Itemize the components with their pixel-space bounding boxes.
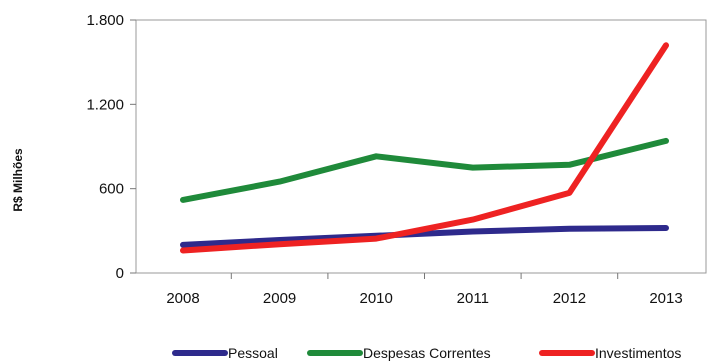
legend: Pessoal Despesas Correntes Investimentos xyxy=(172,345,681,361)
series-line-investimentos xyxy=(180,42,669,254)
y-tick-label: 0 xyxy=(116,265,124,282)
y-axis-title: R$ Milhões xyxy=(11,148,25,212)
series-lines xyxy=(180,42,669,254)
plot-area-frame xyxy=(135,19,707,274)
legend-item: Investimentos xyxy=(539,345,681,361)
x-axis: 2008 2009 2010 2011 2012 2013 xyxy=(166,273,683,307)
legend-label: Investimentos xyxy=(595,345,681,361)
x-tick-label: 2013 xyxy=(649,290,682,307)
y-axis: 0 600 1.200 1.800 xyxy=(86,12,136,282)
y-tick-label: 1.800 xyxy=(86,12,124,29)
y-tick-label: 1.200 xyxy=(86,96,124,113)
x-tick-label: 2011 xyxy=(457,290,489,307)
legend-item: Pessoal xyxy=(172,345,278,361)
legend-label: Pessoal xyxy=(228,345,278,361)
y-tick-label: 600 xyxy=(99,181,124,198)
x-tick-label: 2010 xyxy=(360,290,393,307)
series-line-pessoal xyxy=(180,225,669,248)
legend-item: Despesas Correntes xyxy=(307,345,491,361)
x-tick-label: 2009 xyxy=(263,290,296,307)
x-tick-label: 2008 xyxy=(166,290,199,307)
series-line-despesas-correntes xyxy=(180,137,669,203)
x-tick-label: 2012 xyxy=(553,290,586,307)
legend-label: Despesas Correntes xyxy=(363,345,491,361)
